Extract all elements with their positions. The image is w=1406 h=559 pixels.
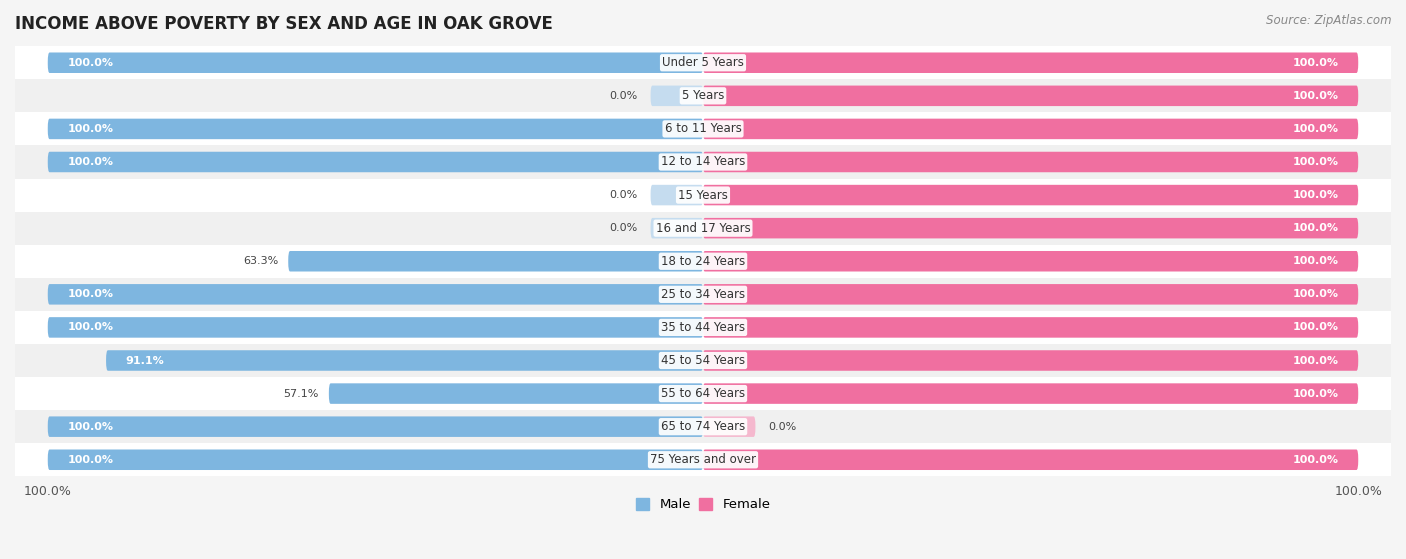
Text: 0.0%: 0.0% [609, 190, 637, 200]
Bar [15, 311, 1391, 344]
Text: 100.0%: 100.0% [67, 124, 114, 134]
FancyBboxPatch shape [651, 218, 703, 239]
Text: 55 to 64 Years: 55 to 64 Years [661, 387, 745, 400]
FancyBboxPatch shape [105, 350, 703, 371]
Text: 75 Years and over: 75 Years and over [650, 453, 756, 466]
Text: 0.0%: 0.0% [609, 91, 637, 101]
Text: 0.0%: 0.0% [609, 223, 637, 233]
FancyBboxPatch shape [703, 218, 1358, 239]
Text: 100.0%: 100.0% [67, 323, 114, 333]
FancyBboxPatch shape [703, 383, 1358, 404]
FancyBboxPatch shape [48, 449, 703, 470]
FancyBboxPatch shape [288, 251, 703, 272]
Text: 63.3%: 63.3% [243, 256, 278, 266]
Text: 100.0%: 100.0% [67, 58, 114, 68]
FancyBboxPatch shape [48, 119, 703, 139]
Text: 57.1%: 57.1% [284, 389, 319, 399]
Bar [15, 46, 1391, 79]
Text: 91.1%: 91.1% [125, 356, 165, 366]
Bar [15, 79, 1391, 112]
Text: 25 to 34 Years: 25 to 34 Years [661, 288, 745, 301]
Text: 100.0%: 100.0% [1292, 58, 1339, 68]
FancyBboxPatch shape [48, 284, 703, 305]
Text: 15 Years: 15 Years [678, 188, 728, 202]
FancyBboxPatch shape [329, 383, 703, 404]
Text: 18 to 24 Years: 18 to 24 Years [661, 255, 745, 268]
FancyBboxPatch shape [48, 317, 703, 338]
Text: 6 to 11 Years: 6 to 11 Years [665, 122, 741, 135]
Bar [15, 212, 1391, 245]
FancyBboxPatch shape [703, 53, 1358, 73]
FancyBboxPatch shape [703, 119, 1358, 139]
Text: 100.0%: 100.0% [1292, 356, 1339, 366]
Text: INCOME ABOVE POVERTY BY SEX AND AGE IN OAK GROVE: INCOME ABOVE POVERTY BY SEX AND AGE IN O… [15, 15, 553, 33]
Text: 100.0%: 100.0% [67, 290, 114, 299]
Text: 100.0%: 100.0% [67, 455, 114, 465]
Text: 0.0%: 0.0% [769, 421, 797, 432]
FancyBboxPatch shape [703, 185, 1358, 205]
Bar [15, 112, 1391, 145]
Text: 35 to 44 Years: 35 to 44 Years [661, 321, 745, 334]
Bar [15, 410, 1391, 443]
FancyBboxPatch shape [651, 185, 703, 205]
Text: 65 to 74 Years: 65 to 74 Years [661, 420, 745, 433]
FancyBboxPatch shape [703, 151, 1358, 172]
FancyBboxPatch shape [48, 151, 703, 172]
Text: 100.0%: 100.0% [1292, 190, 1339, 200]
Bar [15, 344, 1391, 377]
FancyBboxPatch shape [703, 86, 1358, 106]
Bar [15, 245, 1391, 278]
Bar [15, 278, 1391, 311]
Bar [15, 145, 1391, 178]
FancyBboxPatch shape [703, 251, 1358, 272]
Text: 16 and 17 Years: 16 and 17 Years [655, 222, 751, 235]
Text: 100.0%: 100.0% [1292, 455, 1339, 465]
Text: 5 Years: 5 Years [682, 89, 724, 102]
Text: 100.0%: 100.0% [1292, 290, 1339, 299]
Text: 100.0%: 100.0% [1292, 157, 1339, 167]
Text: 45 to 54 Years: 45 to 54 Years [661, 354, 745, 367]
Text: 100.0%: 100.0% [1292, 256, 1339, 266]
FancyBboxPatch shape [703, 416, 755, 437]
FancyBboxPatch shape [703, 317, 1358, 338]
FancyBboxPatch shape [703, 350, 1358, 371]
Text: 100.0%: 100.0% [1292, 323, 1339, 333]
Text: 12 to 14 Years: 12 to 14 Years [661, 155, 745, 168]
Legend: Male, Female: Male, Female [630, 492, 776, 517]
Bar [15, 377, 1391, 410]
FancyBboxPatch shape [703, 449, 1358, 470]
FancyBboxPatch shape [651, 86, 703, 106]
Text: Source: ZipAtlas.com: Source: ZipAtlas.com [1267, 14, 1392, 27]
Text: Under 5 Years: Under 5 Years [662, 56, 744, 69]
Text: 100.0%: 100.0% [67, 421, 114, 432]
Text: 100.0%: 100.0% [67, 157, 114, 167]
Text: 100.0%: 100.0% [1292, 124, 1339, 134]
Bar [15, 443, 1391, 476]
Text: 100.0%: 100.0% [1292, 223, 1339, 233]
FancyBboxPatch shape [703, 284, 1358, 305]
FancyBboxPatch shape [48, 53, 703, 73]
Bar [15, 178, 1391, 212]
Text: 100.0%: 100.0% [1292, 91, 1339, 101]
FancyBboxPatch shape [48, 416, 703, 437]
Text: 100.0%: 100.0% [1292, 389, 1339, 399]
